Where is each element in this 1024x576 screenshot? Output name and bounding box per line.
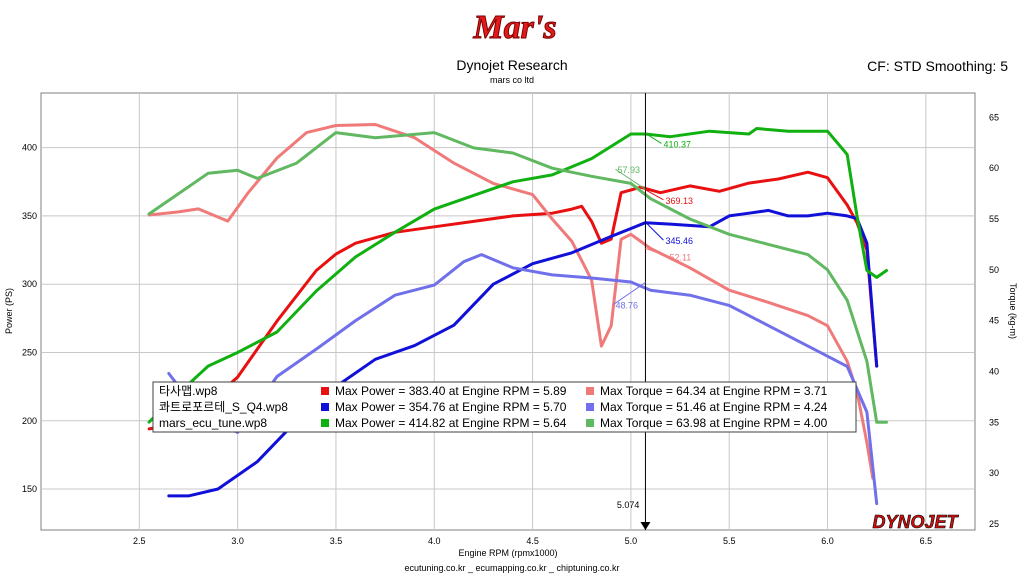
series-line-4 — [167, 253, 879, 506]
x-tick-label: 3.0 — [231, 536, 244, 546]
cursor-arrow — [640, 522, 651, 530]
x-tick-label: 6.5 — [920, 536, 933, 546]
y-tick-label: 300 — [22, 279, 37, 289]
legend-swatch-power-1 — [321, 387, 329, 395]
x-tick-label: 2.5 — [133, 536, 146, 546]
cursor-series-label: 57.93 — [617, 165, 640, 175]
x-tick-label: 5.0 — [625, 536, 638, 546]
legend-torque-1: Max Torque = 64.34 at Engine RPM = 3.71 — [600, 384, 828, 398]
legend-file-3: mars_ecu_tune.wp8 — [159, 416, 267, 430]
axis-ticks: 2.5 3.0 3.5 4.0 4.5 5.0 5.5 6.0 6.5 150 200 250 300 3… — [22, 112, 999, 546]
legend-swatch-torque-3 — [586, 419, 594, 427]
x-tick-label: 4.5 — [526, 536, 539, 546]
cf-smoothing-label: CF: STD Smoothing: 5 — [867, 58, 1008, 74]
y2-tick-label: 45 — [989, 316, 999, 326]
legend-torque-3: Max Torque = 63.98 at Engine RPM = 4.00 — [600, 416, 828, 430]
cursor-pointer-line — [613, 282, 646, 305]
cursor-series-label: 52.11 — [669, 252, 691, 262]
y-tick-label: 400 — [22, 143, 37, 153]
cursor-series-label: 345.46 — [665, 236, 693, 246]
legend-row: mars_ecu_tune.wp8 Max Power = 414.82 at … — [159, 416, 828, 430]
brand-logo-text: Mar's — [472, 9, 556, 46]
cursor-series-label: 369.13 — [665, 196, 693, 206]
y-axis-label: Power (PS) — [4, 288, 14, 334]
x-tick-label: 5.5 — [723, 536, 736, 546]
legend-swatch-torque-2 — [586, 403, 594, 411]
legend-power-3: Max Power = 414.82 at Engine RPM = 5.64 — [335, 416, 567, 430]
y-tick-label: 350 — [22, 211, 37, 221]
grid-lines — [41, 93, 975, 530]
series-line-2 — [147, 123, 875, 480]
cursor-pointer-line — [645, 247, 668, 257]
y2-tick-label: 65 — [989, 112, 999, 122]
series-line-6 — [147, 131, 888, 424]
y2-tick-label: 40 — [989, 366, 999, 376]
y-tick-label: 250 — [22, 347, 37, 357]
y2-tick-label: 60 — [989, 163, 999, 173]
legend-file-1: 타사맵.wp8 — [159, 384, 218, 398]
y2-tick-label: 55 — [989, 214, 999, 224]
legend-swatch-torque-1 — [586, 387, 594, 395]
legend-swatch-power-2 — [321, 403, 329, 411]
x-tick-label: 4.0 — [428, 536, 441, 546]
legend-torque-2: Max Torque = 51.46 at Engine RPM = 4.24 — [600, 400, 828, 414]
legend-file-2: 콰트로포르테_S_Q4.wp8 — [159, 400, 288, 414]
x-tick-label: 6.0 — [821, 536, 834, 546]
legend-swatch-power-3 — [321, 419, 329, 427]
series-line-1 — [147, 170, 879, 431]
footer-links: ecutuning.co.kr _ ecumapping.co.kr _ chi… — [404, 563, 620, 573]
legend-power-2: Max Power = 354.76 at Engine RPM = 5.70 — [335, 400, 567, 414]
x-axis-label: Engine RPM (rpmx1000) — [458, 548, 557, 558]
y-tick-label: 150 — [22, 484, 37, 494]
y2-tick-label: 35 — [989, 417, 999, 427]
cursor-pointer-line — [645, 189, 664, 201]
legend-box — [152, 381, 857, 433]
y-tick-label: 200 — [22, 416, 37, 426]
dynojet-watermark: DYNOJET — [872, 512, 959, 532]
chart-title: Dynojet Research — [456, 57, 568, 73]
legend-row: 타사맵.wp8 Max Power = 383.40 at Engine RPM… — [159, 384, 828, 398]
brand-logo: Mar's — [472, 9, 557, 47]
cursor-value-label: 5.074 — [617, 500, 640, 510]
y2-tick-label: 25 — [989, 519, 999, 529]
y2-tick-label: 30 — [989, 468, 999, 478]
x-tick-label: 3.5 — [330, 536, 343, 546]
cursor-pointer-line — [645, 221, 664, 241]
cursor-series-label: 410.37 — [663, 139, 691, 149]
cursor-pointer-line — [645, 133, 662, 144]
plot-area — [40, 92, 976, 531]
cursor-pointer-line — [615, 168, 646, 190]
legend-power-1: Max Power = 383.40 at Engine RPM = 5.89 — [335, 384, 567, 398]
legend: 타사맵.wp8 Max Power = 383.40 at Engine RPM… — [152, 381, 857, 433]
legend-row: 콰트로포르테_S_Q4.wp8 Max Power = 354.76 at En… — [159, 400, 828, 414]
chart-subtitle: mars co ltd — [489, 75, 534, 85]
y2-axis-label: Torque (kg-m) — [1008, 283, 1018, 339]
cursor-series-label: 48.76 — [615, 300, 638, 310]
y2-tick-label: 50 — [989, 265, 999, 275]
series-line-5 — [147, 127, 888, 424]
cursor-layer: 5.074 410.37 57.93 369.13 345.46 52.11 48.76 — [613, 93, 693, 530]
